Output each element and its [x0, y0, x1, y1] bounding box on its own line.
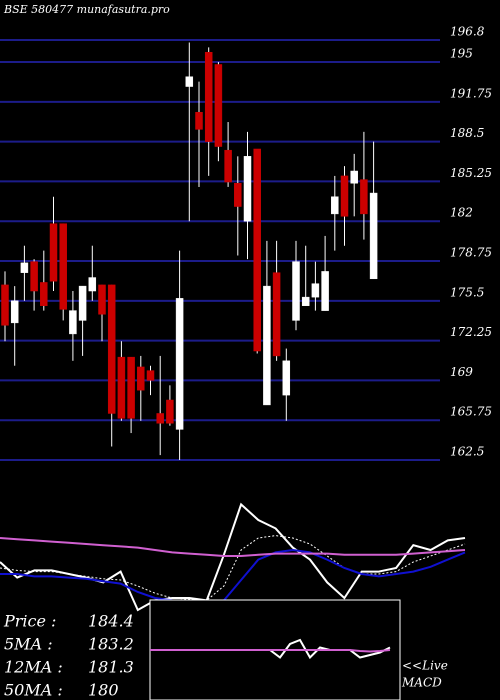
candle-body: [195, 111, 203, 130]
candle-body: [156, 413, 164, 424]
candle-body: [321, 271, 329, 311]
candle-body: [224, 149, 232, 183]
candle-body: [360, 179, 368, 215]
candle-body: [311, 283, 320, 298]
candle-body: [30, 261, 38, 292]
readout-value: 183.2: [88, 635, 134, 654]
readout-label: 12MA :: [4, 658, 63, 677]
chart-title: BSE 580477 munafasutra.pro: [3, 3, 170, 16]
y-tick-label: 165.75: [450, 405, 492, 419]
candle-body: [98, 284, 106, 315]
y-tick-label: 188.5: [450, 126, 484, 140]
candle-body: [137, 366, 145, 391]
candle-body: [204, 51, 213, 142]
candle-body: [214, 64, 223, 147]
y-tick-label: 182: [450, 206, 473, 220]
macd-name: MACD: [401, 676, 442, 690]
indicator-line: [0, 537, 466, 557]
candle-body: [340, 175, 349, 217]
candle-body: [117, 356, 126, 419]
candle-body: [331, 196, 339, 215]
candle-body: [88, 277, 97, 292]
y-tick-label: 191.75: [450, 86, 492, 100]
candle-body: [282, 360, 291, 396]
candle-body: [59, 223, 67, 310]
candle-body: [127, 356, 135, 419]
readout-value: 184.4: [88, 612, 134, 631]
y-tick-label: 185.25: [450, 166, 492, 180]
candle-body: [301, 296, 310, 306]
candle-body: [40, 282, 48, 306]
candle-body: [78, 285, 87, 321]
candle-body: [185, 76, 194, 87]
candle-body: [69, 310, 77, 335]
candle-body: [292, 261, 300, 321]
readout-value: 181.3: [88, 658, 134, 677]
readout-label: Price :: [3, 612, 56, 631]
candle-body: [146, 370, 155, 381]
indicator-line: [0, 548, 466, 606]
y-tick-label: 195: [450, 47, 473, 61]
y-tick-label: 175.5: [450, 285, 484, 299]
candle-body: [107, 284, 116, 414]
candle-body: [20, 262, 29, 273]
candle-body: [175, 298, 184, 430]
candle-body: [272, 272, 281, 357]
candle-body: [350, 170, 358, 184]
readout-label: 50MA :: [4, 681, 63, 700]
candle-body: [263, 285, 271, 406]
readout-value: 180: [88, 681, 119, 700]
candle-body: [234, 183, 242, 207]
candle-body: [253, 148, 261, 352]
y-tick-label: 178.75: [450, 246, 492, 260]
y-tick-label: 196.8: [450, 25, 485, 39]
candle-body: [369, 192, 378, 280]
indicator-line: [0, 502, 466, 612]
y-tick-label: 169: [450, 365, 473, 379]
candle-body: [166, 399, 174, 424]
macd-label: <<Live: [402, 659, 448, 673]
indicator-line: [0, 535, 466, 601]
candle-body: [1, 284, 9, 326]
y-tick-label: 162.5: [450, 445, 484, 459]
candle-body: [10, 300, 19, 324]
candle-body: [243, 156, 252, 222]
indicator-line: [150, 649, 391, 653]
candle-body: [49, 223, 58, 282]
readout-label: 5MA :: [4, 635, 53, 654]
y-tick-label: 172.25: [450, 325, 492, 339]
